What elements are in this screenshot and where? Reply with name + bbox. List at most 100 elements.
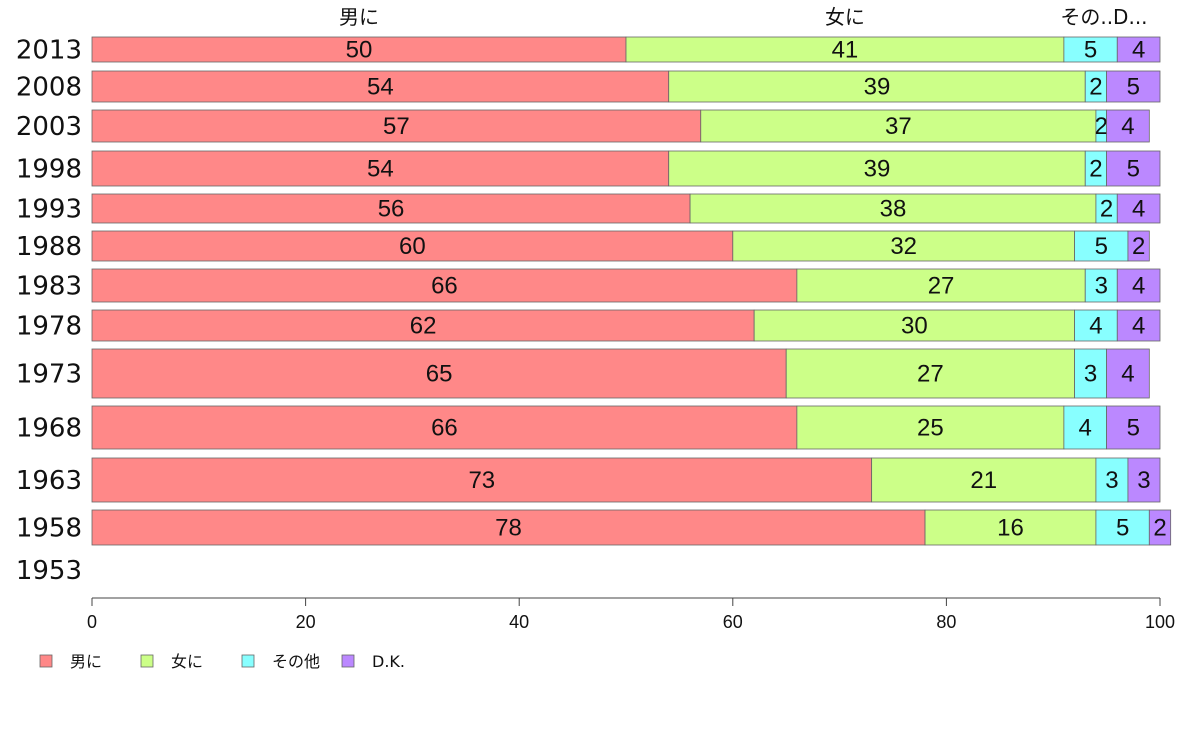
bar-segment-1993-1 [91,193,691,224]
bar-segment-2008-1 [91,70,670,103]
data-label-1998-2: 39 [864,156,891,183]
bar-segment-1973-4 [1106,348,1150,399]
data-label-2003-2: 37 [885,113,912,140]
data-label-1968-1: 66 [431,415,458,442]
data-label-2008-1: 54 [367,74,394,101]
bar-segment-1998-1 [91,150,670,187]
category-label-1973: 1973 [16,360,82,390]
data-label-1968-3: 4 [1079,415,1092,442]
data-label-2013-3: 5 [1084,37,1097,64]
bar-segment-2013-4 [1116,36,1161,63]
bar-segment-1983-2 [796,268,1086,303]
data-label-1958-1: 78 [495,515,522,542]
bar-segment-1978-3 [1074,309,1118,342]
category-label-1998: 1998 [16,155,82,185]
legend-label-2: 女に [171,652,203,671]
data-label-1963-3: 3 [1105,467,1118,494]
data-label-1988-1: 60 [399,233,426,260]
legend-swatch-3 [241,654,255,668]
data-label-1993-3: 2 [1100,196,1113,223]
category-label-1968: 1968 [16,414,82,444]
bar-segment-1978-1 [91,309,755,342]
data-label-1963-1: 73 [468,467,495,494]
x-tick-label-100: 100 [1145,612,1175,632]
x-tick-label-20: 20 [296,612,316,632]
data-label-1998-3: 2 [1089,156,1102,183]
data-label-1973-1: 65 [426,361,453,388]
data-label-1978-1: 62 [410,313,437,340]
bar-segment-1993-2 [689,193,1097,224]
category-label-1993: 1993 [16,195,82,225]
bar-segment-2008-4 [1106,70,1161,103]
x-tick-label-60: 60 [723,612,743,632]
legend-label-1: 男に [70,652,102,671]
category-label-1978: 1978 [16,312,82,342]
data-label-1963-4: 3 [1137,467,1150,494]
data-label-2003-4: 4 [1121,113,1134,140]
bar-segment-1993-4 [1116,193,1161,224]
data-label-1993-2: 38 [880,196,907,223]
data-label-1973-3: 3 [1084,361,1097,388]
legend-label-4: D.K. [372,652,405,671]
data-label-1988-4: 2 [1132,233,1145,260]
data-label-1978-2: 30 [901,313,928,340]
bar-segment-1998-2 [668,150,1086,187]
data-label-2013-4: 4 [1132,37,1145,64]
data-label-2013-1: 50 [346,37,373,64]
data-label-1988-2: 32 [890,233,917,260]
bar-segment-2013-2 [625,36,1065,63]
data-label-1998-1: 54 [367,156,394,183]
data-label-1968-2: 25 [917,415,944,442]
bar-segment-2013-3 [1063,36,1118,63]
legend-label-3: その他 [272,652,320,671]
category-label-1988: 1988 [16,232,82,262]
bar-segment-1988-4 [1127,230,1150,262]
bar-segment-1988-3 [1074,230,1129,262]
data-label-2003-3: 2 [1095,113,1108,140]
data-label-1998-4: 5 [1127,156,1140,183]
bar-segment-1973-1 [91,348,787,399]
bar-segment-1968-3 [1063,405,1108,450]
bar-segment-1968-2 [796,405,1065,450]
bar-segment-1983-1 [91,268,798,303]
data-label-1993-4: 4 [1132,196,1145,223]
bar-segment-1963-2 [871,457,1097,503]
category-label-2003: 2003 [16,112,82,142]
data-label-1993-1: 56 [378,196,405,223]
bar-segment-1963-4 [1127,457,1161,503]
data-label-1978-4: 4 [1132,313,1145,340]
data-label-1958-4: 2 [1153,515,1166,542]
bar-segment-1978-2 [753,309,1075,342]
data-label-1983-2: 27 [928,273,955,300]
top-label-2: 女に [825,5,865,29]
category-label-1958: 1958 [16,514,82,544]
x-tick-label-80: 80 [936,612,956,632]
data-label-1983-4: 4 [1132,273,1145,300]
bar-segment-2003-1 [91,109,702,143]
bar-segment-1958-4 [1148,509,1172,546]
bar-segment-2003-2 [700,109,1097,143]
bar-segment-1978-4 [1116,309,1161,342]
data-label-1983-3: 3 [1095,273,1108,300]
data-label-2003-1: 57 [383,113,410,140]
bar-segment-1958-3 [1095,509,1150,546]
bar-segment-1983-4 [1116,268,1161,303]
data-label-2008-2: 39 [864,74,891,101]
data-label-2008-3: 2 [1089,74,1102,101]
data-label-2013-2: 41 [832,37,859,64]
x-tick-label-0: 0 [87,612,97,632]
bar-segment-1973-3 [1074,348,1108,399]
bar-segment-1968-1 [91,405,798,450]
legend-swatch-2 [140,654,154,668]
legend-swatch-1 [39,654,53,668]
bar-segment-1958-2 [924,509,1097,546]
bar-segment-1988-2 [732,230,1075,262]
bar-segment-1983-3 [1084,268,1118,303]
category-label-1953: 1953 [16,556,82,586]
bar-segment-1963-1 [91,457,873,503]
bar-segment-1968-4 [1106,405,1161,450]
legend-swatch-4 [341,654,355,668]
category-label-1963: 1963 [16,466,82,496]
bar-segment-2003-4 [1106,109,1150,143]
